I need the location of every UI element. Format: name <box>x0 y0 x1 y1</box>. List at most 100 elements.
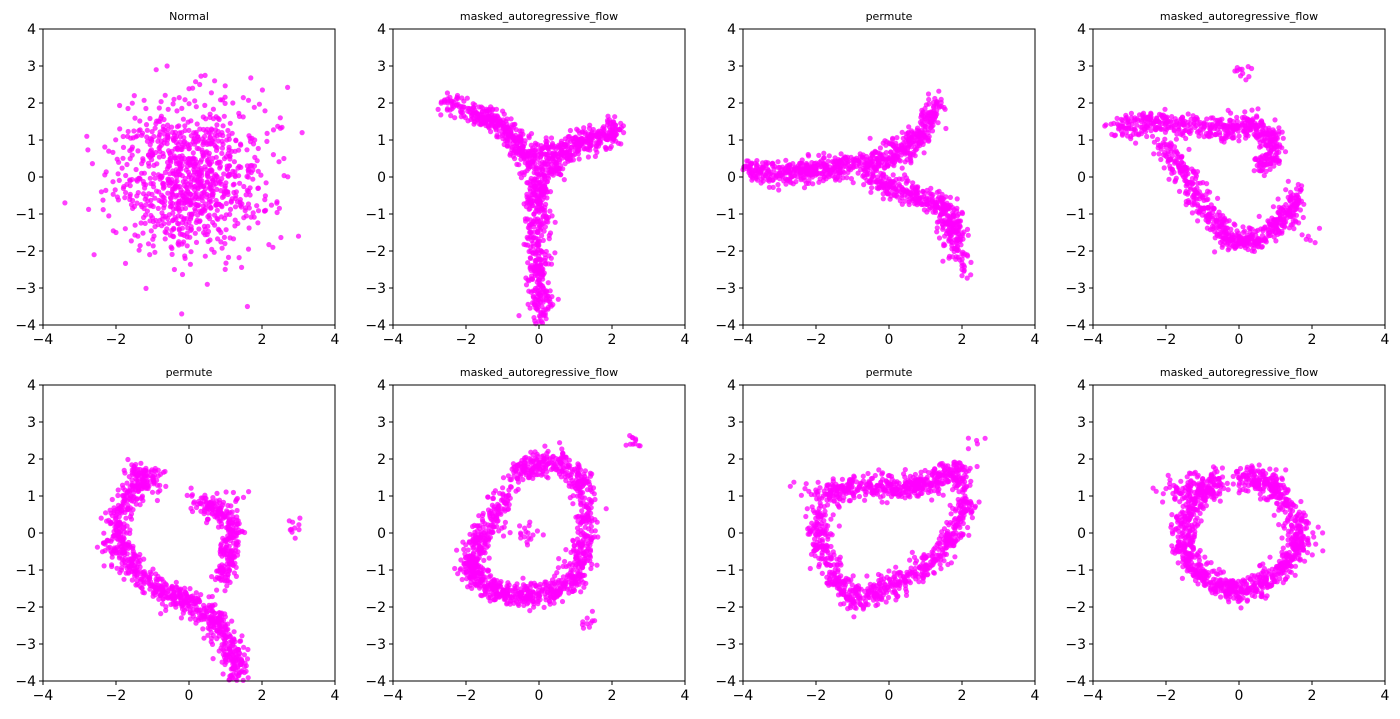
data-point <box>494 134 500 140</box>
data-point <box>152 249 158 255</box>
data-point <box>855 170 861 176</box>
data-point <box>171 153 177 159</box>
data-point <box>172 215 178 221</box>
data-point <box>152 175 158 181</box>
data-point <box>1273 224 1279 230</box>
data-point <box>285 174 291 180</box>
data-point <box>920 110 926 116</box>
data-point <box>1133 131 1140 137</box>
data-point <box>225 172 232 178</box>
data-point <box>544 157 551 164</box>
data-point <box>155 118 162 124</box>
data-point <box>156 134 162 140</box>
data-point <box>784 163 791 169</box>
data-point <box>238 164 244 170</box>
data-point <box>205 228 212 235</box>
data-point <box>1219 219 1225 226</box>
data-point <box>1244 240 1250 246</box>
data-point <box>254 203 260 209</box>
data-point <box>182 97 188 103</box>
data-point <box>229 618 235 624</box>
data-point <box>438 112 444 118</box>
data-point <box>928 191 934 197</box>
data-point <box>549 142 556 148</box>
data-point <box>1193 190 1199 196</box>
data-point <box>236 113 243 119</box>
data-point <box>540 213 547 219</box>
data-point <box>534 199 540 205</box>
data-point <box>147 252 153 258</box>
data-point <box>233 137 239 143</box>
x-tick-label: −2 <box>106 332 127 348</box>
data-point <box>523 275 529 281</box>
data-point <box>838 151 844 157</box>
data-point <box>1210 210 1216 216</box>
data-point <box>110 191 116 197</box>
data-point <box>1161 152 1167 158</box>
data-point <box>186 127 192 133</box>
data-point <box>204 179 210 185</box>
data-point <box>1151 139 1157 145</box>
y-tick-label: −2 <box>365 244 386 260</box>
data-point <box>221 171 227 177</box>
data-point <box>1196 210 1202 216</box>
data-point <box>262 193 268 199</box>
data-point <box>924 187 930 193</box>
data-point <box>908 160 914 166</box>
data-point <box>1232 68 1238 74</box>
data-point <box>101 530 107 536</box>
data-point <box>1294 201 1300 207</box>
data-point <box>620 123 627 129</box>
data-point <box>1162 126 1168 132</box>
data-point <box>1261 161 1267 167</box>
data-point <box>535 277 541 283</box>
data-point <box>193 219 199 225</box>
x-tick-label: −2 <box>806 332 827 348</box>
data-point <box>193 504 200 511</box>
data-point <box>964 226 971 232</box>
data-point <box>934 229 940 235</box>
data-point <box>195 138 201 144</box>
data-point <box>192 98 198 104</box>
data-point <box>1210 115 1216 121</box>
data-point <box>968 259 974 265</box>
data-point <box>231 159 237 165</box>
data-point <box>150 203 156 210</box>
data-point <box>186 101 192 107</box>
data-point <box>1183 135 1189 142</box>
y-tick-label: 3 <box>377 59 386 75</box>
data-point <box>818 170 825 177</box>
data-point <box>169 191 175 197</box>
data-point <box>130 197 136 204</box>
data-point <box>946 236 952 242</box>
data-point <box>140 191 147 197</box>
data-point <box>1138 124 1144 130</box>
data-point <box>570 157 577 163</box>
data-point <box>899 186 905 192</box>
data-point <box>1118 128 1125 134</box>
data-point <box>172 184 178 190</box>
data-point <box>551 165 557 171</box>
data-point <box>285 84 291 90</box>
y-tick-label: 1 <box>727 133 736 149</box>
data-point <box>153 188 160 194</box>
data-point <box>135 190 141 196</box>
data-point <box>196 173 202 179</box>
data-point <box>801 170 807 176</box>
data-point <box>209 167 215 174</box>
data-point <box>1176 165 1182 171</box>
data-point <box>765 177 771 183</box>
data-point <box>165 106 171 112</box>
data-point <box>270 127 277 133</box>
data-point <box>952 230 959 236</box>
data-point <box>110 149 116 155</box>
data-point <box>270 244 276 250</box>
data-point <box>214 186 220 192</box>
data-point <box>881 182 887 188</box>
data-point <box>590 126 596 133</box>
data-point <box>513 132 519 138</box>
y-tick-label: 4 <box>1077 22 1086 38</box>
data-point <box>562 142 568 148</box>
data-point <box>238 638 244 644</box>
data-point <box>885 163 891 169</box>
